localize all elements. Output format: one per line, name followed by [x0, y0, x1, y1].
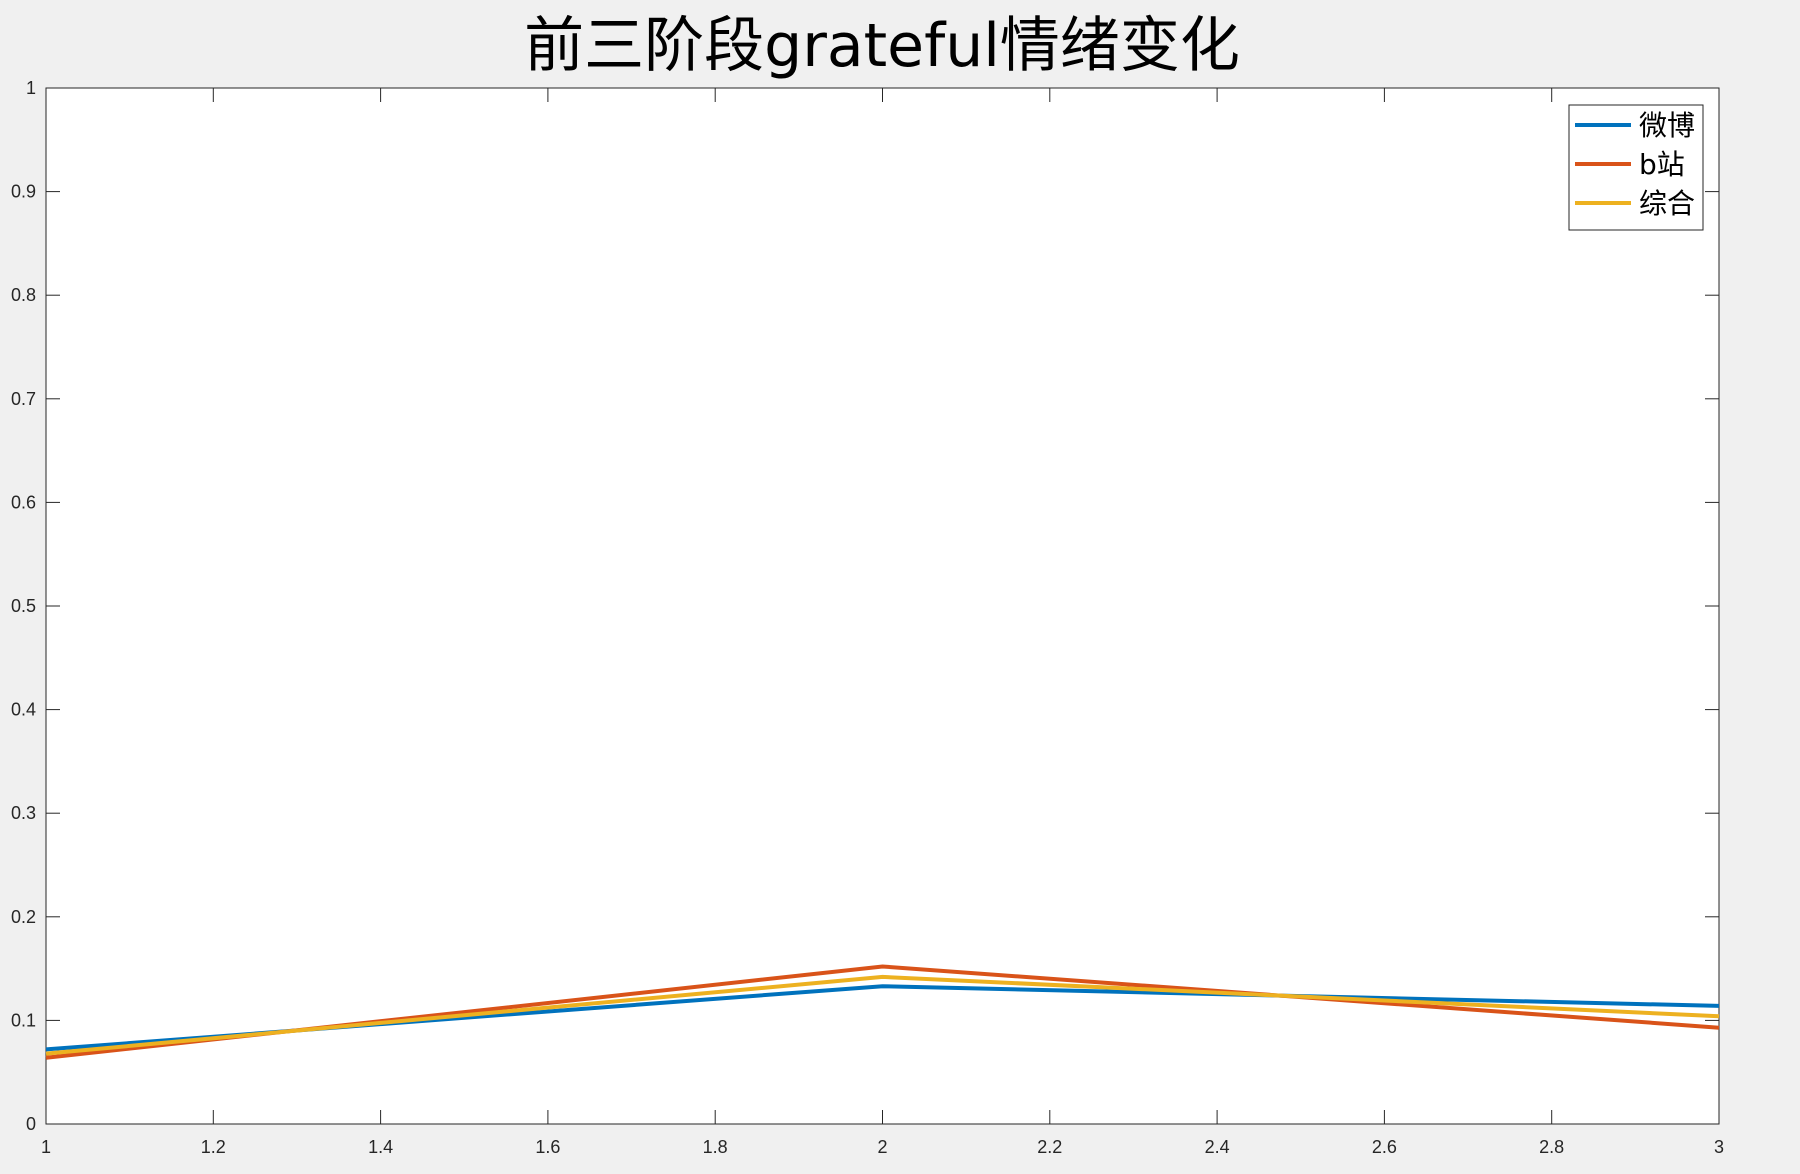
y-tick-label: 0	[26, 1114, 36, 1134]
x-tick-label: 1.6	[535, 1137, 560, 1157]
chart-title: 前三阶段grateful情绪变化	[524, 11, 1240, 81]
x-tick-label: 1.4	[368, 1137, 393, 1157]
legend-label: 微博	[1639, 109, 1695, 142]
x-tick-label: 2.8	[1539, 1137, 1564, 1157]
y-tick-label: 0.4	[11, 700, 36, 720]
y-tick-label: 0.7	[11, 389, 36, 409]
y-tick-label: 0.6	[11, 492, 36, 512]
y-tick-label: 0.9	[11, 182, 36, 202]
series-line-综合	[45, 974, 1720, 1056]
legend-label: 综合	[1639, 187, 1695, 220]
y-tick-label: 0.8	[11, 285, 36, 305]
x-tick-label: 2.6	[1372, 1137, 1397, 1157]
legend-label: b站	[1639, 148, 1685, 181]
x-tick-label: 1	[41, 1137, 51, 1157]
x-tick-label: 2.2	[1037, 1137, 1062, 1157]
x-axis: 1 1.2 1.4 1.6 1.8 2 2.2 2.4 2.6 2.8 3	[41, 88, 1724, 1157]
plot-area	[45, 87, 1720, 1125]
x-tick-label: 1.8	[703, 1137, 728, 1157]
series-group	[45, 964, 1720, 1060]
y-tick-label: 0.3	[11, 803, 36, 823]
y-tick-label: 0.2	[11, 907, 36, 927]
x-tick-label: 3	[1714, 1137, 1724, 1157]
y-tick-label: 0.1	[11, 1010, 36, 1030]
y-tick-label: 0.5	[11, 596, 36, 616]
y-tick-label: 1	[26, 78, 36, 98]
x-tick-label: 1.2	[201, 1137, 226, 1157]
x-tick-label: 2	[877, 1137, 887, 1157]
x-tick-label: 2.4	[1205, 1137, 1230, 1157]
y-axis: 0 0.1 0.2 0.3 0.4 0.5 0.6 0.7 0.8 0.9 1	[11, 78, 1719, 1134]
